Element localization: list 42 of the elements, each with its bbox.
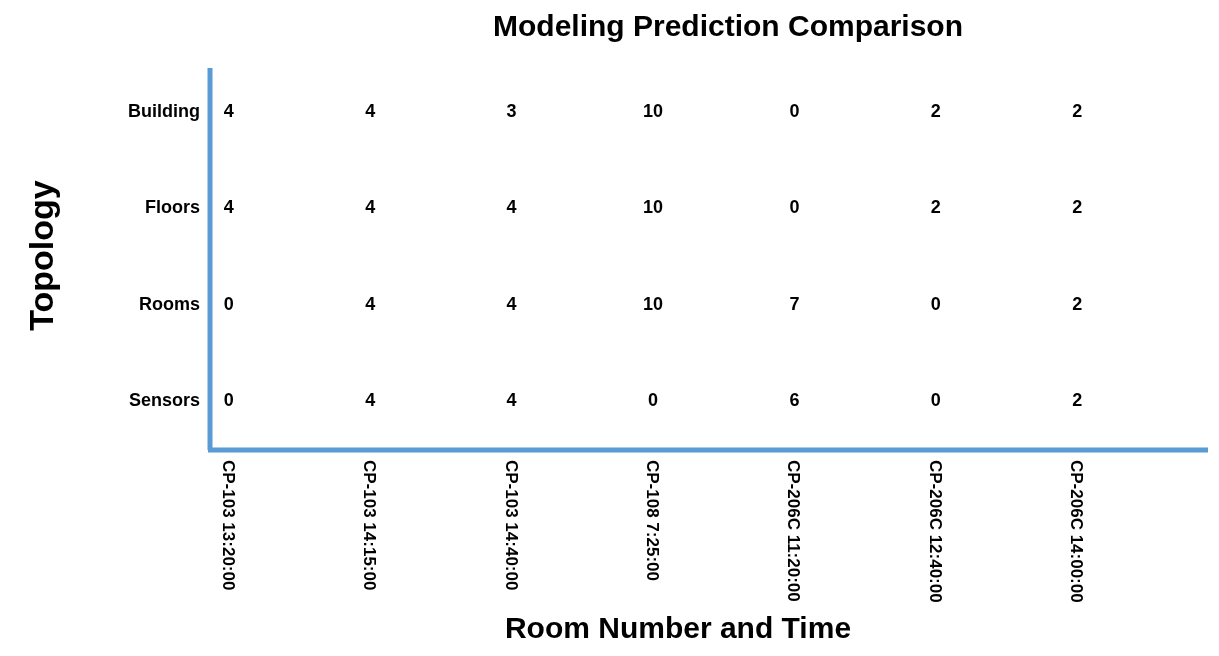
data-label: 4 [365, 389, 376, 410]
data-label: 0 [789, 101, 800, 122]
x-tick-label: CP-206C 11:20:00 [784, 460, 804, 602]
x-tick-label: CP-103 13:20:00 [218, 460, 238, 591]
x-axis-title: Room Number and Time [504, 611, 852, 644]
data-label: 10 [642, 101, 664, 122]
data-label: 3 [506, 101, 517, 122]
data-label: 4 [223, 101, 234, 122]
data-label: 4 [506, 389, 517, 410]
x-tick-label: CP-206C 12:40:00 [925, 460, 945, 603]
y-axis-title: Topology [22, 180, 60, 331]
data-label: 10 [642, 197, 664, 218]
data-label: 0 [930, 389, 941, 410]
y-tick-label: Rooms [138, 293, 200, 314]
data-label: 0 [223, 389, 234, 410]
data-label: 4 [365, 293, 376, 314]
data-label: 4 [223, 197, 234, 218]
data-label: 0 [789, 197, 800, 218]
x-tick-label: CP-108 7:25:00 [643, 460, 663, 581]
data-label: 2 [1072, 293, 1083, 314]
data-label: 2 [1072, 389, 1083, 410]
data-label: 2 [930, 101, 941, 122]
x-tick-label: CP-103 14:40:00 [501, 460, 521, 591]
data-label: 4 [365, 197, 376, 218]
x-tick-label: CP-206C 14:00:00 [1067, 460, 1087, 603]
data-label: 2 [930, 197, 941, 218]
data-label: 4 [365, 101, 376, 122]
data-label: 0 [930, 293, 941, 314]
data-label: 10 [642, 293, 664, 314]
data-label: 2 [1072, 101, 1083, 122]
data-label: 4 [506, 197, 517, 218]
x-tick-label: CP-103 14:15:00 [360, 460, 380, 591]
data-label: 2 [1072, 197, 1083, 218]
data-label: 0 [223, 293, 234, 314]
y-tick-label: Floors [144, 197, 200, 218]
data-label: 4 [506, 293, 517, 314]
data-label: 7 [789, 293, 800, 314]
y-tick-label: Building [128, 101, 200, 122]
data-label: 0 [647, 389, 659, 410]
y-tick-label: Sensors [128, 389, 200, 410]
chart-title: Modeling Prediction Comparison [492, 9, 964, 42]
data-label: 6 [789, 389, 800, 410]
